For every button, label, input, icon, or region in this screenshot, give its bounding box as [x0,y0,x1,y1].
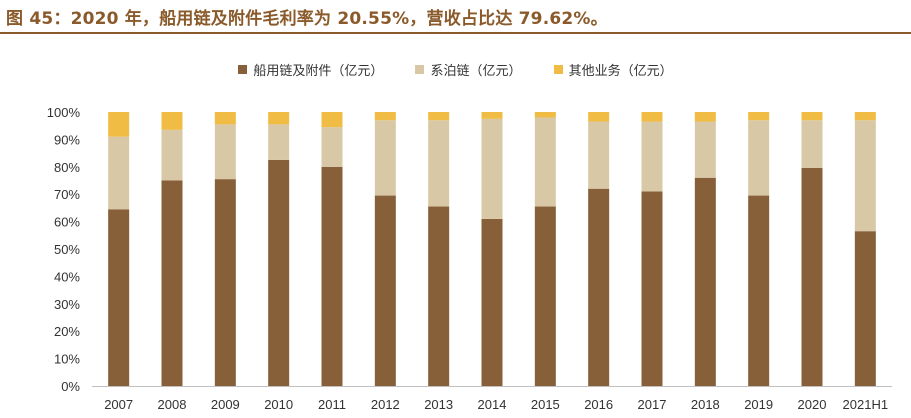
bar-segment-mooring-chain [374,120,396,196]
x-tick-label: 2011 [318,397,346,412]
bar-segment-other-business [641,112,663,122]
y-tick-label: 30% [54,297,80,312]
bar-segment-marine-chain [854,231,876,386]
figure-title: 图 45：2020 年，船用链及附件毛利率为 20.55%，营收占比达 79.6… [6,9,608,29]
y-tick-label: 80% [54,160,80,175]
x-tick-label: 2014 [478,397,507,412]
bar-segment-mooring-chain [854,120,876,232]
bar-segment-other-business [428,112,450,121]
x-tick-label: 2021H1 [843,397,889,412]
x-tick-label: 2013 [424,397,453,412]
x-tick-label: 2009 [211,397,240,412]
bar-segment-marine-chain [374,195,396,386]
title-divider [0,32,911,34]
y-tick-label: 60% [54,215,80,230]
bar-segment-marine-chain [641,191,663,386]
y-tick-label: 10% [54,352,80,367]
x-tick-label: 2015 [531,397,560,412]
bar-segment-mooring-chain [161,129,183,181]
y-tick-label: 0% [61,379,80,394]
legend-item-other-business: 其他业务（亿元） [553,60,673,79]
bar-segment-other-business [108,112,130,137]
bar-segment-mooring-chain [428,120,450,207]
bar-segment-mooring-chain [534,117,556,207]
bar-segment-other-business [801,112,823,121]
bar-segment-mooring-chain [214,124,236,180]
bar-segment-other-business [268,112,290,125]
bar-segment-mooring-chain [801,120,823,168]
bar-segment-marine-chain [161,180,183,386]
bar-segment-marine-chain [108,209,130,386]
legend-label-other-business: 其他业务（亿元） [568,64,673,79]
y-tick-label: 100% [47,105,81,120]
bar-segment-other-business [321,112,343,128]
bar-segment-other-business [748,112,770,121]
x-tick-label: 2019 [744,397,773,412]
bar-segment-marine-chain [801,167,823,386]
bar-segment-mooring-chain [588,121,610,189]
legend-swatch-marine-chain [238,65,248,74]
x-tick-label: 2012 [371,397,400,412]
x-tick-label: 2010 [264,397,293,412]
bar-segment-mooring-chain [641,121,663,192]
legend-item-mooring-chain: 系泊链（亿元） [415,60,522,79]
bar-segment-marine-chain [694,177,716,386]
x-tick-label: 2016 [584,397,613,412]
bar-segment-mooring-chain [321,127,343,167]
bar-segment-marine-chain [321,166,343,386]
legend-swatch-mooring-chain [415,65,425,74]
bar-segment-marine-chain [534,206,556,386]
bar-segment-marine-chain [268,159,290,386]
bar-segment-mooring-chain [108,136,130,210]
chart-legend: 船用链及附件（亿元） 系泊链（亿元） 其他业务（亿元） [0,60,911,79]
bar-segment-marine-chain [588,188,610,386]
bar-segment-other-business [214,112,236,125]
x-tick-label: 2017 [638,397,667,412]
y-tick-label: 90% [54,132,80,147]
legend-label-mooring-chain: 系泊链（亿元） [430,64,522,79]
x-tick-label: 2008 [158,397,187,412]
x-tick-label: 2018 [691,397,720,412]
legend-item-marine-chain: 船用链及附件（亿元） [238,60,383,79]
bar-segment-mooring-chain [481,118,503,219]
bar-segment-marine-chain [748,195,770,386]
bar-segment-other-business [694,112,716,122]
bar-segment-marine-chain [428,206,450,386]
y-tick-label: 50% [54,242,80,257]
x-tick-label: 2020 [798,397,827,412]
legend-swatch-other-business [553,65,563,74]
bar-segment-other-business [534,112,556,118]
bar-segment-other-business [374,112,396,121]
x-tick-label: 2007 [104,397,133,412]
bar-segment-other-business [854,112,876,121]
legend-label-marine-chain: 船用链及附件（亿元） [253,64,384,79]
bar-segment-marine-chain [214,179,236,386]
bar-segment-marine-chain [481,218,503,386]
bar-segment-mooring-chain [748,120,770,196]
y-tick-label: 40% [54,269,80,284]
y-tick-label: 20% [54,324,80,339]
bar-segment-other-business [161,112,183,130]
bar-segment-other-business [588,112,610,122]
bar-segment-other-business [481,112,503,119]
bar-segment-mooring-chain [268,124,290,160]
y-tick-label: 70% [54,187,80,202]
bar-segment-mooring-chain [694,121,716,178]
